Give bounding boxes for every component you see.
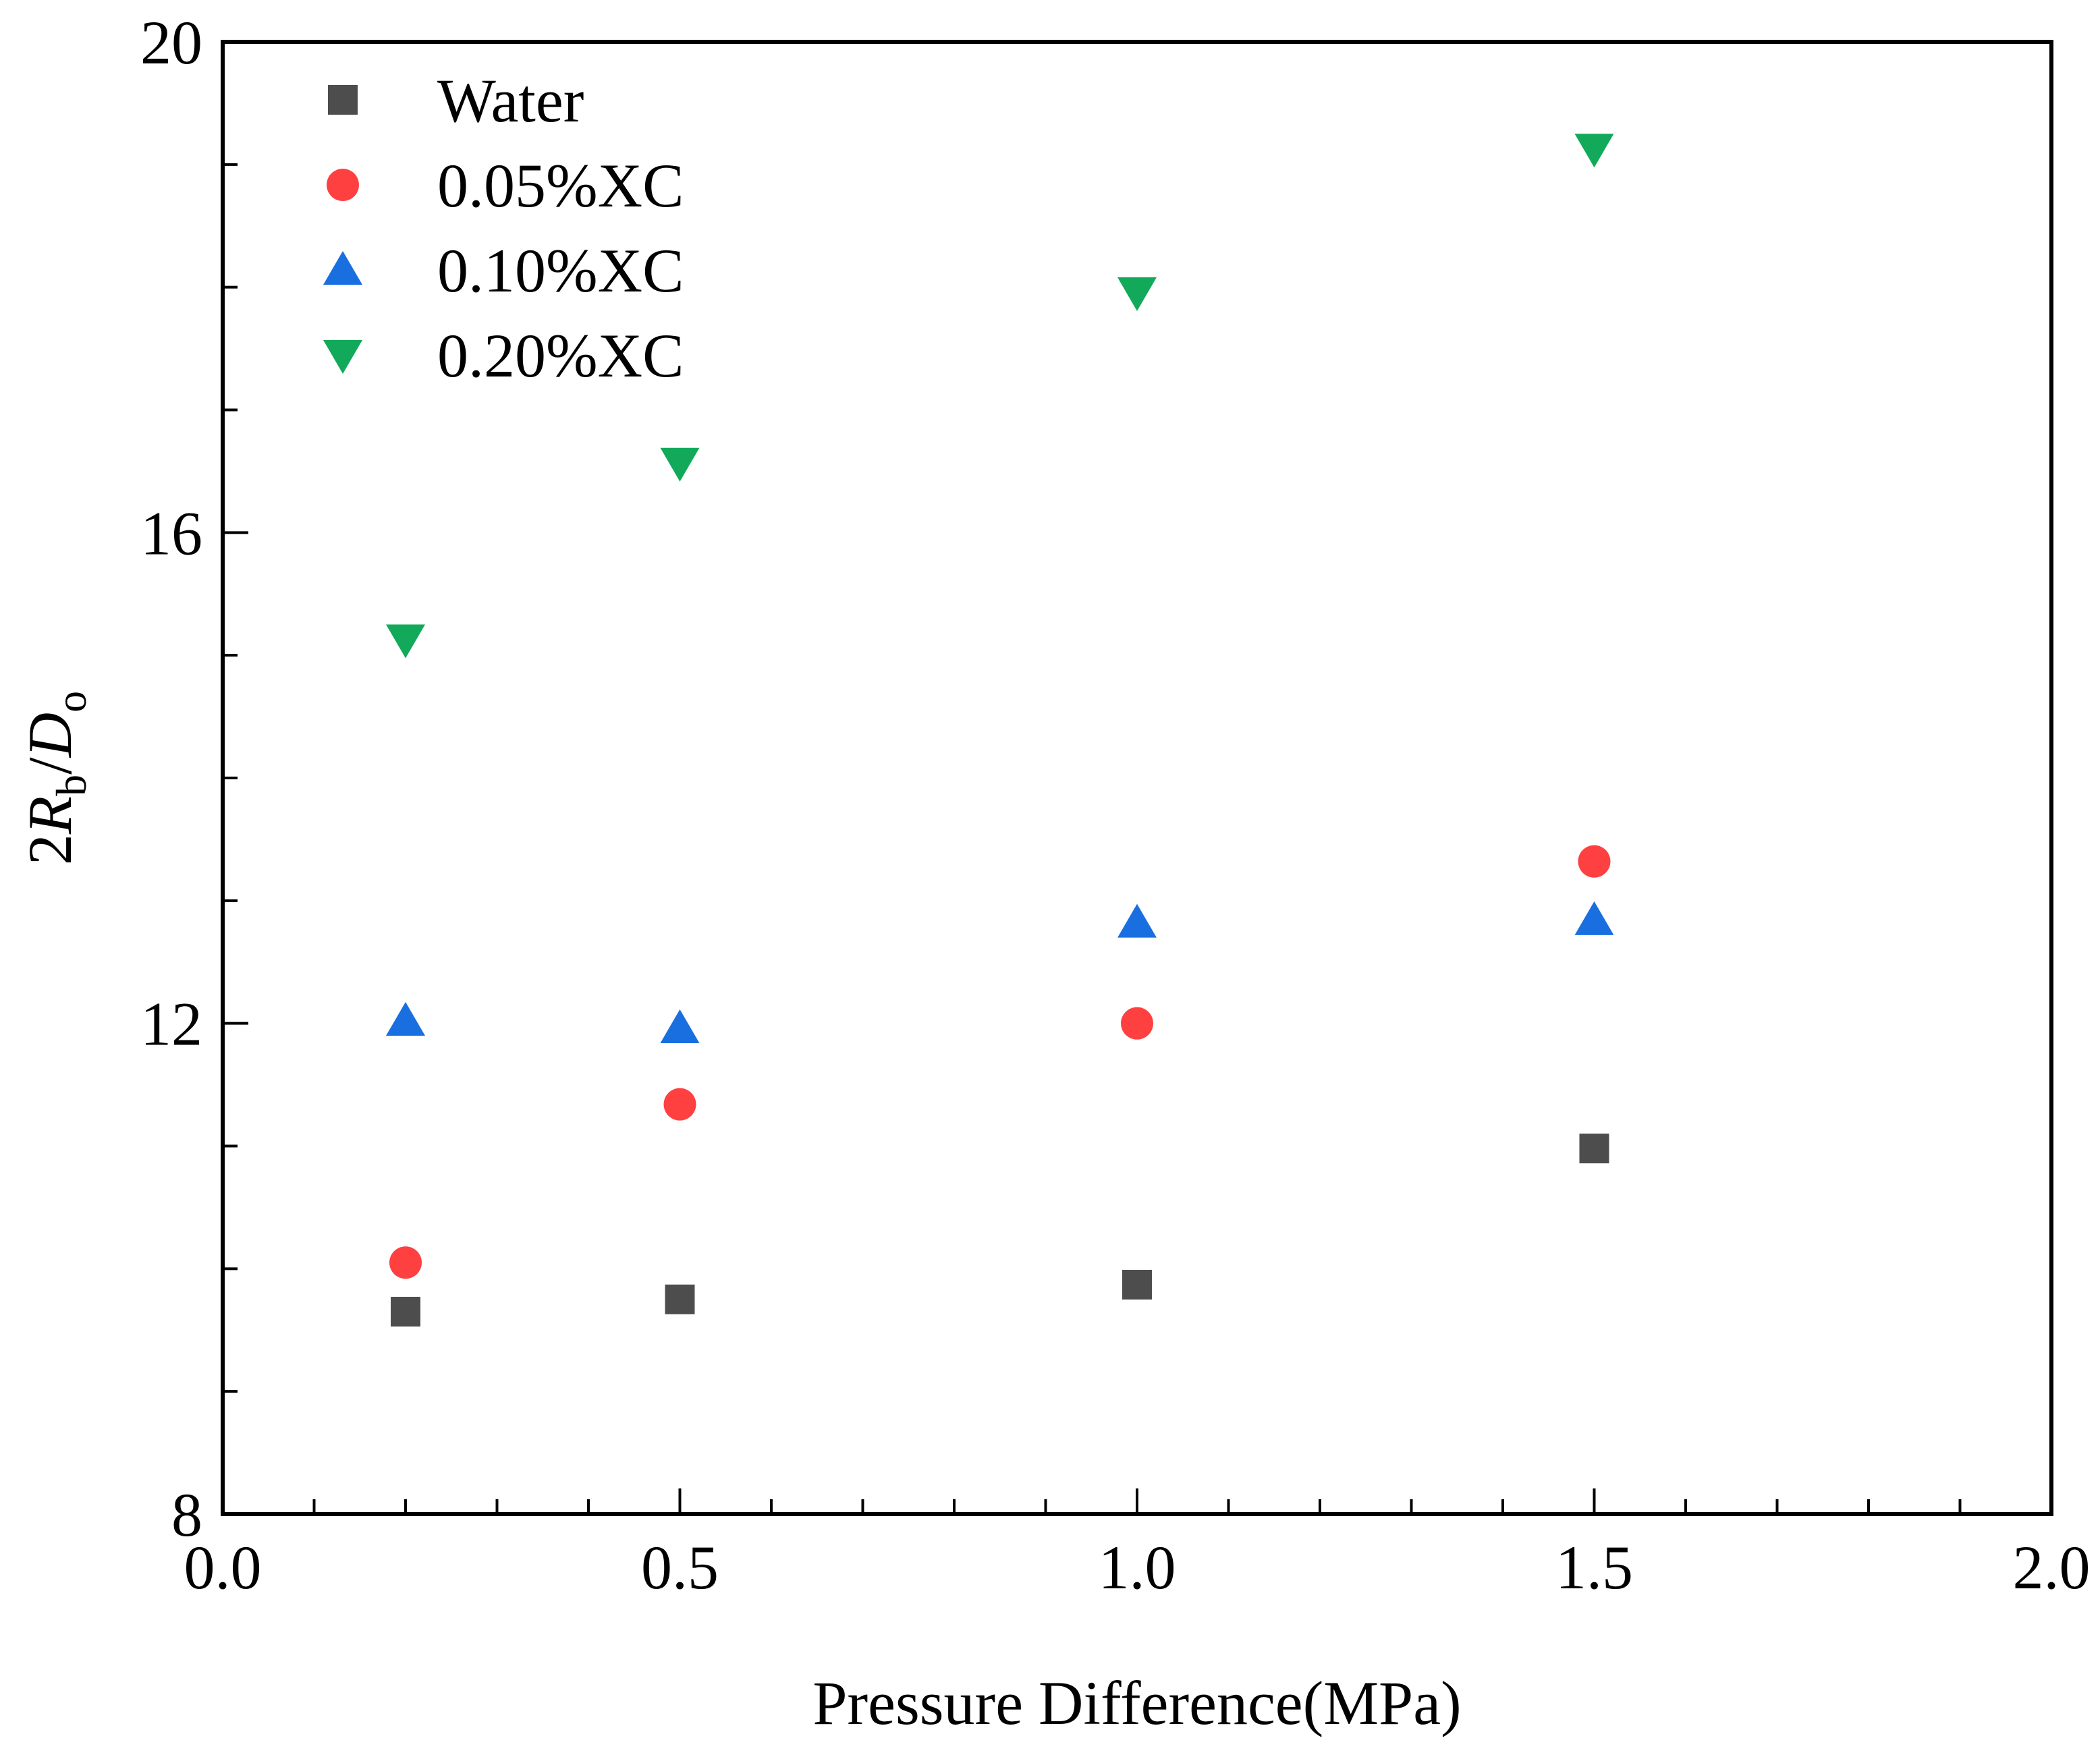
y-tick-label: 20 xyxy=(140,8,202,77)
plot-frame xyxy=(221,40,2053,1516)
y-tick-label: 12 xyxy=(140,990,202,1059)
data-point xyxy=(389,1246,422,1279)
data-point xyxy=(386,1002,425,1036)
legend-marker xyxy=(328,85,358,115)
y-tick-label: 8 xyxy=(171,1480,202,1549)
series-0-20-xc xyxy=(386,134,1614,659)
legend-label: Water xyxy=(437,66,584,135)
y-label-slash: / xyxy=(16,757,84,775)
x-axis-label: Pressure Difference(MPa) xyxy=(812,1669,1461,1737)
data-point xyxy=(660,447,700,482)
x-tick-label: 0.5 xyxy=(641,1533,719,1602)
legend-marker xyxy=(323,340,362,374)
legend-label: 0.20%XC xyxy=(437,321,684,390)
y-axis-label: 2Rb/Do xyxy=(16,691,95,865)
data-point xyxy=(1121,1007,1153,1040)
data-points xyxy=(386,134,1614,1327)
legend-marker xyxy=(327,169,359,201)
data-point xyxy=(391,1296,420,1327)
y-label-d: D xyxy=(16,713,84,758)
x-tick-label: 1.0 xyxy=(1099,1533,1176,1602)
y-label-2: 2 xyxy=(16,834,84,865)
data-point xyxy=(1117,903,1157,938)
x-tick-label: 0.0 xyxy=(184,1533,262,1602)
legend: Water 0.05%XC 0.10%XC 0.20%XC xyxy=(323,66,684,390)
series-0-10-xc xyxy=(386,901,1614,1043)
data-point xyxy=(1122,1269,1152,1300)
y-label-d-sub: o xyxy=(47,691,95,713)
legend-label: 0.10%XC xyxy=(437,236,684,305)
y-label-r-sub: b xyxy=(47,775,95,796)
data-point xyxy=(663,1088,696,1121)
series-water xyxy=(391,1134,1609,1327)
legend-marker xyxy=(323,251,362,285)
data-point xyxy=(386,624,425,659)
data-point xyxy=(1117,277,1157,311)
data-point xyxy=(1579,1134,1609,1164)
y-tick-label: 16 xyxy=(140,499,202,567)
data-point xyxy=(660,1009,700,1043)
x-tick-label: 2.0 xyxy=(2013,1533,2091,1602)
data-point xyxy=(665,1284,695,1314)
y-label-r: R xyxy=(16,796,84,835)
axis-tick-labels: 0.0 0.5 1.0 1.5 2.0 8 12 16 20 xyxy=(140,8,2091,1602)
data-point xyxy=(1578,845,1611,878)
x-tick-label: 1.5 xyxy=(1555,1533,1633,1602)
data-point xyxy=(1574,134,1614,168)
legend-label: 0.05%XC xyxy=(437,151,684,220)
series-0-05-xc xyxy=(389,845,1611,1279)
data-point xyxy=(1574,901,1614,935)
